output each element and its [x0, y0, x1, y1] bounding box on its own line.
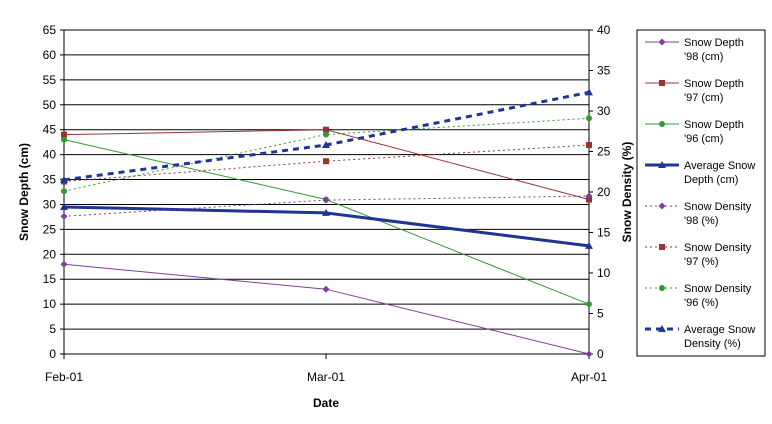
- y-tick-label: 30: [43, 197, 57, 211]
- y2-tick-label: 30: [597, 104, 611, 118]
- legend-label: Snow Density: [684, 201, 752, 213]
- data-point: [61, 131, 67, 138]
- data-point: [585, 350, 593, 358]
- legend-label: Snow Density: [684, 283, 752, 295]
- y-tick-label: 10: [43, 297, 57, 311]
- legend-marker: [658, 161, 666, 168]
- series-group: [60, 88, 593, 358]
- data-point: [586, 301, 592, 308]
- y2-tick-label: 25: [597, 145, 611, 159]
- legend-label: Density (%): [684, 338, 741, 350]
- legend-label: '97 (cm): [684, 92, 723, 104]
- y-tick-label: 20: [43, 247, 57, 261]
- legend-label: Average Snow: [684, 324, 755, 336]
- legend-label: Depth (cm): [684, 174, 738, 186]
- legend-marker: [659, 121, 665, 127]
- y-tick-label: 60: [43, 48, 57, 62]
- x-tick-label: Mar-01: [307, 370, 345, 384]
- data-point: [323, 131, 329, 138]
- legend-marker: [658, 202, 666, 210]
- legend-marker: [658, 38, 666, 46]
- data-point: [585, 88, 593, 96]
- legend-label: Snow Depth: [684, 119, 744, 131]
- series-line: [63, 129, 590, 200]
- data-point: [61, 136, 67, 143]
- legend: Snow Depth '98 (cm) Snow Depth '97 (cm) Snow…: [636, 29, 766, 357]
- y-axis-title: Snow Depth (cm): [17, 143, 31, 241]
- legend-label: Snow Depth: [684, 37, 744, 49]
- y-tick-label: 0: [49, 347, 56, 361]
- y2-tick-label: 35: [597, 64, 611, 78]
- legend-label: '96 (%): [684, 297, 719, 309]
- x-axis-title: Date: [313, 396, 339, 410]
- y-tick-label: 55: [43, 73, 57, 87]
- y-tick-label: 15: [43, 272, 57, 286]
- y2-axis-title: Snow Density (%): [620, 142, 634, 243]
- data-point: [586, 115, 592, 122]
- data-point: [322, 208, 330, 216]
- y2-tick-label: 5: [597, 307, 604, 321]
- legend-marker: [659, 244, 665, 250]
- y2-tick-label: 40: [597, 23, 611, 37]
- y-tick-label: 25: [43, 222, 57, 236]
- data-point: [60, 212, 68, 220]
- data-point: [585, 192, 593, 200]
- series-line: [63, 263, 590, 355]
- x-tick-label: Feb-01: [45, 370, 83, 384]
- legend-marker: [659, 80, 665, 86]
- legend-label: '98 (%): [684, 215, 719, 227]
- data-point: [585, 241, 593, 249]
- gridlines: [64, 29, 589, 330]
- y2-tick-label: 20: [597, 185, 611, 199]
- data-point: [323, 158, 329, 165]
- tick-labels: 0 5 10 15 20 25 30 35 40 45 50 55 60 65 0 5 10 15 20 25 30 35…: [43, 23, 611, 384]
- data-point: [586, 142, 592, 149]
- y-tick-label: 45: [43, 123, 57, 137]
- data-point: [322, 141, 330, 149]
- y-tick-label: 40: [43, 148, 57, 162]
- data-point: [61, 188, 67, 195]
- y-tick-label: 50: [43, 98, 57, 112]
- y-tick-label: 5: [49, 322, 56, 336]
- data-point: [60, 202, 68, 210]
- y2-tick-label: 0: [597, 347, 604, 361]
- x-tick-label: Apr-01: [571, 370, 607, 384]
- y-tick-label: 35: [43, 173, 57, 187]
- legend-marker: [658, 325, 666, 332]
- y2-tick-label: 10: [597, 266, 611, 280]
- legend-box: [636, 29, 766, 357]
- legend-marker: [659, 285, 665, 291]
- data-point: [60, 175, 68, 183]
- legend-label: '96 (cm): [684, 133, 723, 145]
- legend-label: Snow Density: [684, 242, 752, 254]
- y-tick-label: 65: [43, 23, 57, 37]
- data-point: [322, 285, 330, 293]
- data-point: [323, 126, 329, 133]
- legend-label: '97 (%): [684, 256, 719, 268]
- legend-label: '98 (cm): [684, 51, 723, 63]
- y2-tick-label: 15: [597, 226, 611, 240]
- data-point: [60, 260, 68, 268]
- data-point: [322, 196, 330, 204]
- legend-label: Average Snow: [684, 160, 755, 172]
- legend-label: Snow Depth: [684, 78, 744, 90]
